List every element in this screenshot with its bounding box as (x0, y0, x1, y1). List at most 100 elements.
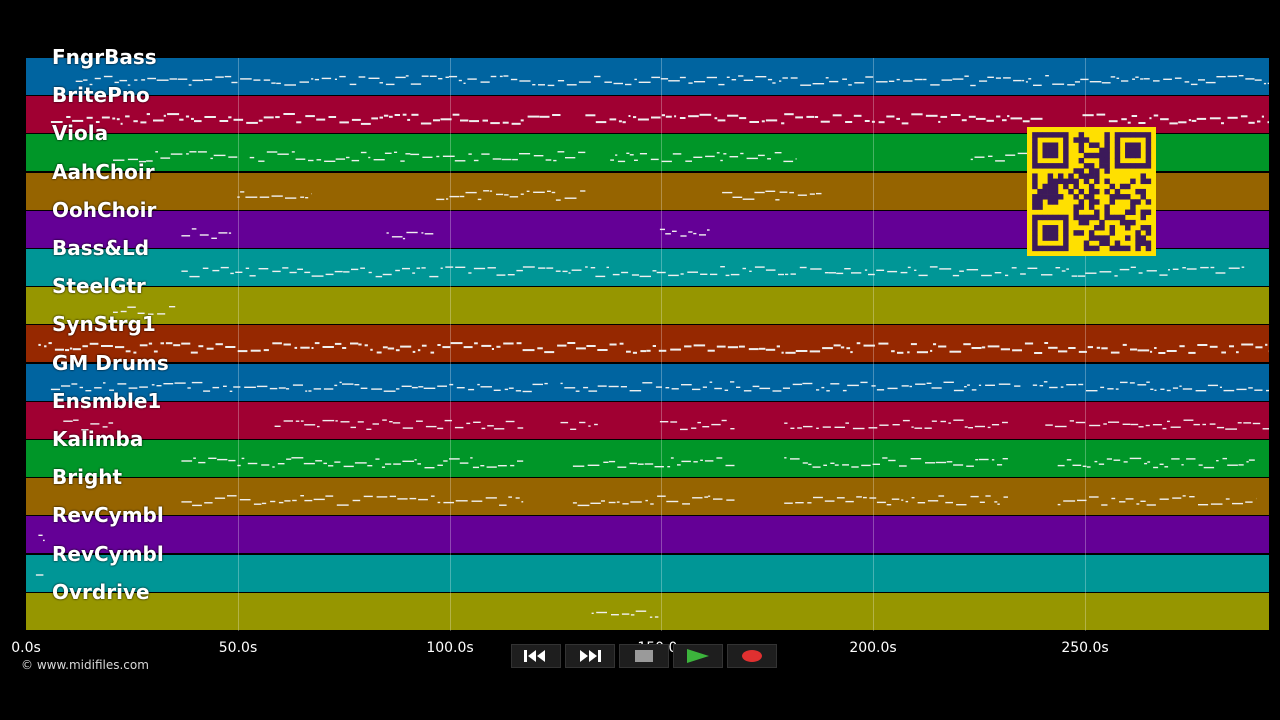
note (876, 269, 885, 271)
note (784, 502, 793, 504)
note (316, 159, 322, 161)
note (256, 385, 268, 388)
rewind-button[interactable] (511, 644, 561, 668)
note (759, 347, 766, 350)
note (493, 389, 501, 391)
note (603, 461, 609, 463)
fast-forward-button[interactable] (565, 644, 615, 668)
note (588, 425, 591, 427)
note (899, 465, 907, 467)
note (119, 79, 128, 82)
track-name-label: Bright (52, 465, 123, 489)
note (395, 269, 400, 272)
note (449, 383, 454, 386)
note (314, 342, 320, 345)
note (103, 382, 106, 384)
note (1248, 121, 1255, 124)
note (552, 114, 561, 116)
note (208, 457, 217, 459)
note (187, 387, 191, 389)
note (75, 80, 83, 82)
note (1238, 464, 1244, 466)
note (1063, 500, 1076, 502)
note (1254, 389, 1263, 391)
stop-button[interactable] (619, 644, 669, 668)
note (1195, 390, 1207, 392)
note (454, 426, 464, 429)
note (564, 197, 577, 199)
note (402, 113, 407, 116)
note (860, 381, 868, 384)
note (621, 613, 630, 615)
note (179, 118, 184, 121)
note (1146, 381, 1150, 383)
note (48, 342, 52, 345)
note (1074, 81, 1080, 83)
note (950, 114, 961, 116)
note (351, 268, 359, 271)
note (215, 76, 224, 78)
note (185, 115, 190, 118)
note (961, 119, 967, 122)
note (619, 342, 624, 345)
note (1143, 78, 1150, 80)
note (1146, 504, 1156, 506)
note (637, 118, 649, 121)
note (357, 421, 364, 423)
track-name-label: RevCymbl (52, 542, 164, 566)
note (405, 75, 409, 77)
note (1115, 388, 1119, 390)
note (974, 156, 985, 158)
note (308, 390, 312, 392)
note (911, 113, 923, 116)
record-button[interactable] (727, 644, 777, 668)
note (779, 191, 788, 193)
note (190, 351, 198, 354)
track-name-label: AahChoir (52, 160, 155, 184)
note (422, 156, 433, 158)
note (577, 504, 590, 507)
note (1078, 350, 1087, 353)
note (384, 152, 392, 154)
note (43, 539, 45, 542)
note (499, 75, 503, 78)
note (411, 113, 419, 116)
note (397, 498, 408, 500)
note (900, 271, 908, 274)
note (672, 153, 682, 155)
note (90, 423, 100, 425)
note (724, 389, 729, 391)
note (588, 390, 598, 392)
note (613, 82, 623, 85)
note (368, 156, 371, 159)
note (382, 346, 388, 349)
note (803, 425, 813, 428)
note (410, 83, 422, 85)
note (127, 306, 136, 308)
note (218, 232, 228, 234)
note (409, 497, 417, 500)
note (578, 151, 586, 154)
note (612, 273, 620, 276)
note (596, 611, 607, 614)
note (151, 384, 155, 386)
note (749, 121, 759, 123)
note (335, 158, 346, 160)
note (322, 419, 335, 422)
note (304, 271, 311, 274)
note (383, 390, 396, 392)
note (790, 77, 798, 79)
note (423, 387, 436, 389)
note (692, 497, 703, 499)
note (508, 496, 512, 498)
note (557, 344, 567, 347)
note (718, 83, 725, 86)
note (1120, 381, 1128, 384)
play-button[interactable] (673, 644, 723, 668)
note (292, 384, 303, 386)
note (1170, 426, 1181, 428)
note (1129, 457, 1142, 460)
note (261, 502, 267, 505)
note (917, 502, 926, 504)
note (639, 153, 647, 155)
